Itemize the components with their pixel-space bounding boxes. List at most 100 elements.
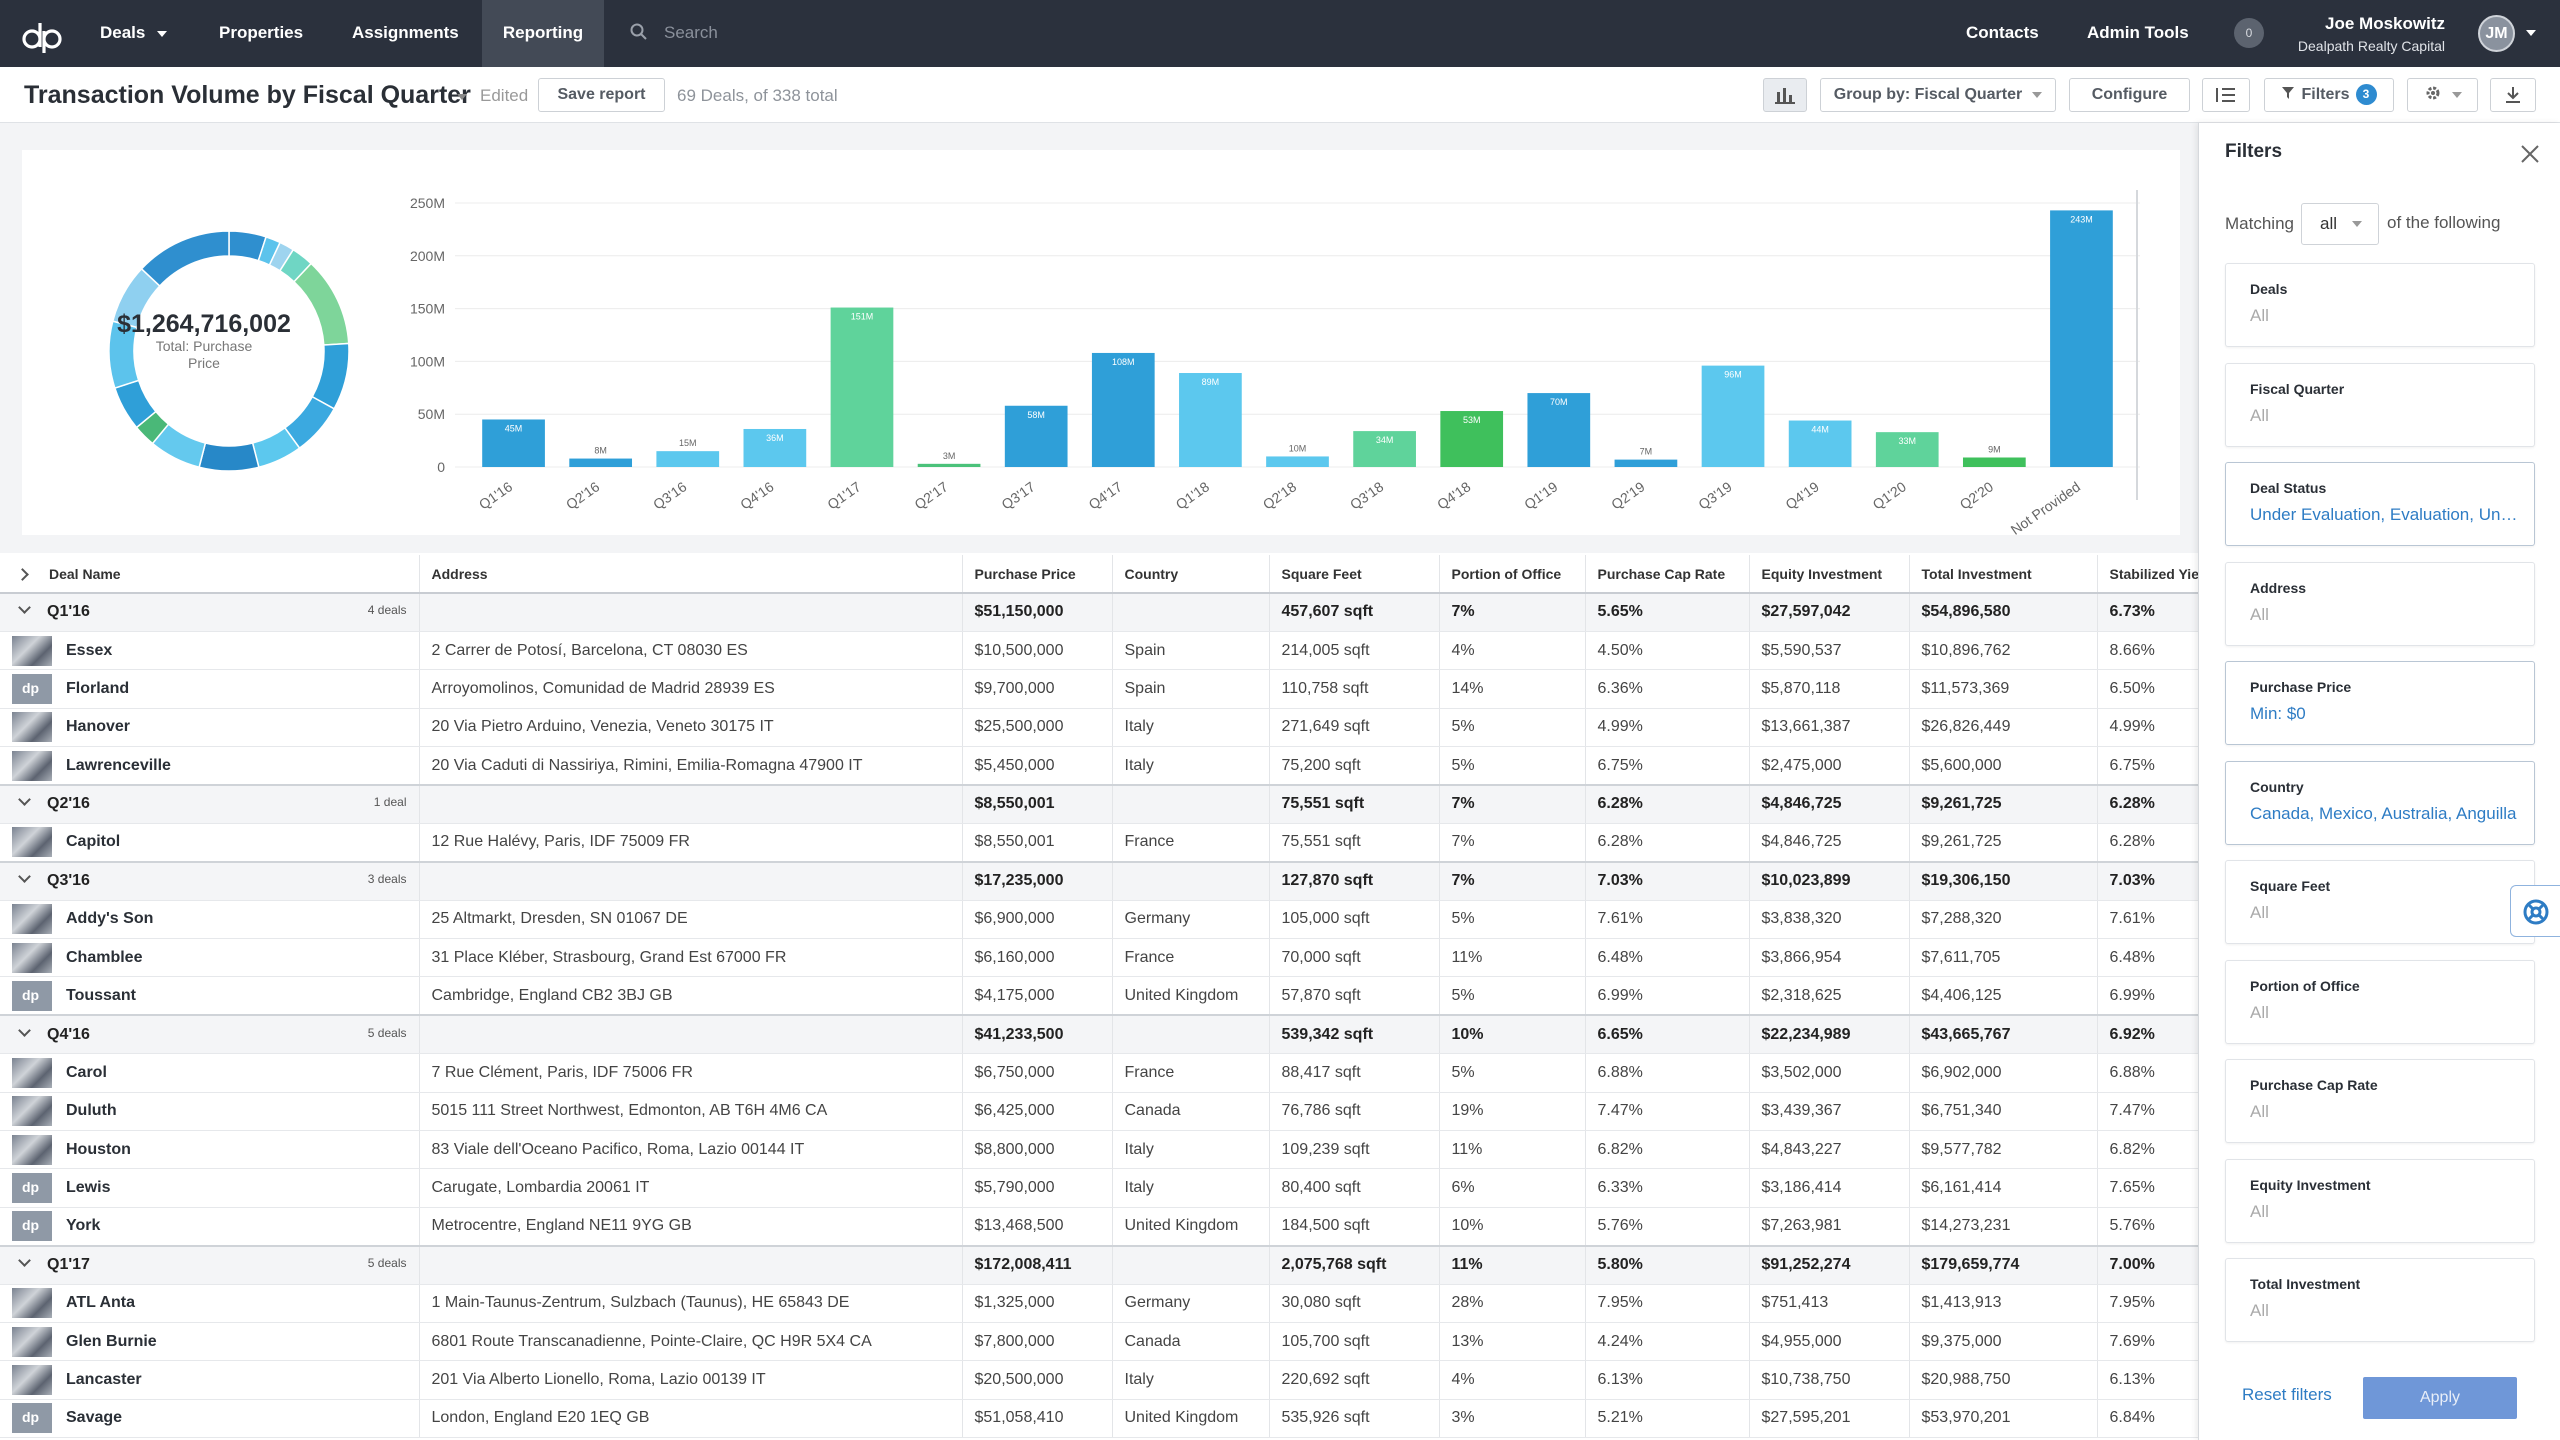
- bar[interactable]: [1266, 456, 1329, 467]
- filter-card[interactable]: Address All: [2225, 561, 2535, 646]
- deal-name-cell[interactable]: Duluth: [0, 1092, 420, 1131]
- bar[interactable]: [1614, 459, 1678, 467]
- save-report-button[interactable]: Save report: [538, 78, 665, 112]
- column-header[interactable]: Total Investment: [1909, 555, 2098, 594]
- table-row[interactable]: ATL Anta 1 Main-Taunus-Zentrum, Sulzbach …: [0, 1284, 2198, 1323]
- nav-assignments[interactable]: Assignments: [352, 23, 459, 42]
- nav-reporting[interactable]: Reporting: [482, 0, 604, 67]
- filters-button[interactable]: Filters 3: [2264, 78, 2394, 112]
- chevron-down-icon[interactable]: [18, 793, 31, 807]
- filter-card[interactable]: Portion of Office All: [2225, 959, 2535, 1044]
- reset-filters-button[interactable]: Reset filters: [2242, 1385, 2332, 1404]
- row-density-button[interactable]: [2202, 78, 2250, 112]
- column-header[interactable]: Address: [419, 555, 963, 594]
- column-header[interactable]: Country: [1112, 555, 1270, 594]
- bar[interactable]: [743, 428, 807, 467]
- bar[interactable]: [1788, 420, 1852, 467]
- filter-card[interactable]: Purchase Cap Rate All: [2225, 1059, 2535, 1143]
- chevron-down-icon[interactable]: [18, 601, 31, 615]
- apply-button[interactable]: Apply: [2363, 1377, 2517, 1419]
- matching-mode-select[interactable]: all: [2301, 203, 2379, 245]
- filter-card[interactable]: Total Investment All: [2225, 1258, 2535, 1342]
- bar[interactable]: [482, 419, 545, 467]
- chevron-down-icon[interactable]: [18, 1254, 31, 1267]
- deal-name-cell[interactable]: Hanover: [0, 708, 420, 748]
- bar[interactable]: [1962, 457, 2026, 467]
- filter-card[interactable]: Country Canada, Mexico, Australia, Anguil…: [2225, 760, 2535, 845]
- chevron-down-icon[interactable]: [2526, 30, 2536, 36]
- table-row[interactable]: Lancaster 201 Via Alberto Lionello, Roma,…: [0, 1360, 2198, 1400]
- nav-contacts[interactable]: Contacts: [1966, 23, 2039, 42]
- deal-name-cell[interactable]: ATL Anta: [0, 1284, 420, 1323]
- table-row[interactable]: Duluth 5015 111 Street Northwest, Edmonto…: [0, 1092, 2198, 1131]
- group-row[interactable]: Q1'16 4 deals $51,150,000 457,607 sqft 7% 5.6…: [0, 591, 2198, 632]
- deal-name-cell[interactable]: Toussant: [0, 976, 420, 1016]
- deal-name-cell[interactable]: Houston: [0, 1130, 420, 1170]
- bar[interactable]: [1701, 365, 1765, 467]
- search-input[interactable]: Search: [630, 0, 718, 67]
- table-row[interactable]: Hanover 20 Via Pietro Arduino, Venezia, V…: [0, 708, 2198, 748]
- deal-name-cell[interactable]: Chamblee: [0, 938, 420, 978]
- column-header[interactable]: Deal Name: [0, 555, 420, 594]
- filter-card[interactable]: Deal Status Under Evaluation, Evaluation,…: [2225, 462, 2535, 546]
- bar[interactable]: [569, 458, 633, 467]
- bar[interactable]: [1353, 431, 1416, 467]
- deal-name-cell[interactable]: Savage: [0, 1399, 420, 1439]
- notification-badge[interactable]: 0: [2234, 18, 2264, 48]
- deal-name-cell[interactable]: York: [0, 1207, 420, 1247]
- deal-name-cell[interactable]: Glen Burnie: [0, 1322, 420, 1362]
- chart-view-button[interactable]: [1763, 78, 1807, 112]
- donut-slice[interactable]: [198, 442, 260, 472]
- help-widget-button[interactable]: [2510, 885, 2560, 937]
- bar[interactable]: [1875, 432, 1939, 467]
- column-header[interactable]: Portion of Office: [1439, 555, 1586, 594]
- configure-button[interactable]: Configure: [2069, 78, 2190, 112]
- table-row[interactable]: Capitol 12 Rue Halévy, Paris, IDF 75009 F…: [0, 823, 2198, 863]
- group-row[interactable]: Q4'16 5 deals $41,233,500 539,342 sqft 10% 6.…: [0, 1014, 2198, 1055]
- table-row[interactable]: Lewis Carugate, Lombardia 20061 IT$5,790,…: [0, 1168, 2198, 1208]
- donut-slice[interactable]: [140, 230, 230, 288]
- table-row[interactable]: Chamblee 31 Place Kléber, Strasbourg, Gra…: [0, 938, 2198, 978]
- bar[interactable]: [1527, 393, 1591, 467]
- download-button[interactable]: [2490, 78, 2536, 112]
- settings-dropdown[interactable]: [2407, 78, 2478, 112]
- deal-name-cell[interactable]: Addy's Son: [0, 900, 420, 940]
- bar[interactable]: [2050, 210, 2113, 467]
- filter-card[interactable]: Square Feet All: [2225, 860, 2535, 944]
- table-row[interactable]: Savage London, England E20 1EQ GB$51,058,…: [0, 1399, 2198, 1439]
- table-row[interactable]: York Metrocentre, England NE11 9YG GB$13,…: [0, 1207, 2198, 1247]
- group-row[interactable]: Q2'16 1 deal $8,550,001 75,551 sqft 7% 6.28% $…: [0, 783, 2198, 824]
- table-row[interactable]: Essex 2 Carrer de Potosí, Barcelona, CT 0…: [0, 631, 2198, 671]
- bar[interactable]: [1004, 405, 1068, 467]
- nav-properties[interactable]: Properties: [219, 23, 304, 42]
- table-row[interactable]: Carol 7 Rue Clément, Paris, IDF 75006 FR $…: [0, 1053, 2198, 1093]
- chevron-down-icon[interactable]: [18, 1023, 31, 1037]
- group-row[interactable]: Q1'17 5 deals $172,008,411 2,075,768 sqft 11…: [0, 1244, 2198, 1285]
- filter-card[interactable]: Fiscal Quarter All: [2225, 362, 2535, 447]
- column-header[interactable]: Square Feet: [1269, 555, 1440, 594]
- deal-name-cell[interactable]: Lancaster: [0, 1360, 420, 1400]
- deal-name-cell[interactable]: Lewis: [0, 1168, 420, 1208]
- filter-card[interactable]: Purchase Price Min: $0: [2225, 661, 2535, 745]
- column-header[interactable]: Stabilized Yiel: [2097, 555, 2198, 594]
- deal-name-cell[interactable]: Lawrenceville: [0, 746, 420, 786]
- chevron-right-icon[interactable]: [16, 567, 29, 581]
- column-header[interactable]: Purchase Cap Rate: [1585, 555, 1750, 594]
- bar[interactable]: [830, 307, 894, 467]
- avatar[interactable]: JM: [2478, 15, 2515, 52]
- table-row[interactable]: Lawrenceville 20 Via Caduti di Nassiriya,…: [0, 746, 2198, 786]
- table-row[interactable]: Addy's Son 25 Altmarkt, Dresden, SN 01067…: [0, 900, 2198, 940]
- close-icon[interactable]: [2519, 143, 2541, 165]
- table-row[interactable]: Glen Burnie 6801 Route Transcanadienne, P…: [0, 1322, 2198, 1362]
- chevron-down-icon[interactable]: [18, 870, 31, 884]
- bar[interactable]: [1179, 373, 1242, 467]
- filter-card[interactable]: Deals All: [2225, 263, 2535, 347]
- chevron-down-icon[interactable]: [457, 94, 467, 100]
- bar[interactable]: [1440, 411, 1504, 467]
- table-row[interactable]: Florland Arroyomolinos, Comunidad de Madr…: [0, 669, 2198, 709]
- deal-name-cell[interactable]: Carol: [0, 1053, 420, 1093]
- bar[interactable]: [1091, 352, 1155, 467]
- filter-card[interactable]: Equity Investment All: [2225, 1158, 2535, 1243]
- table-row[interactable]: Houston 83 Viale dell'Oceano Pacifico, Ro…: [0, 1130, 2198, 1170]
